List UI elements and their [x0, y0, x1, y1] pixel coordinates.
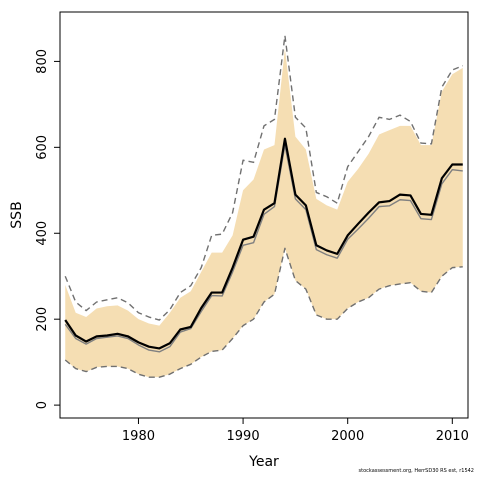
y-tick-label-600: 600	[35, 135, 50, 160]
x-tick-label-2000: 2000	[331, 429, 364, 444]
x-axis-title: Year	[248, 454, 279, 470]
confidence-band-layer	[65, 49, 463, 378]
x-tick-label-1990: 1990	[227, 429, 260, 444]
y-tick-label-400: 400	[35, 221, 50, 246]
source-footnote: stockassessment.org, HerrSD30 RS est, r1…	[359, 468, 474, 474]
y-tick-label-800: 800	[35, 49, 50, 74]
y-tick-label-0: 0	[35, 401, 50, 409]
y-axis-title: SSB	[9, 201, 25, 228]
x-tick-label-1980: 1980	[122, 429, 155, 444]
x-tick-label-2010: 2010	[436, 429, 469, 444]
x-axis: 1980 1990 2000 2010	[122, 418, 469, 444]
y-tick-label-200: 200	[35, 307, 50, 332]
confidence-band	[65, 49, 463, 378]
y-axis: 0 200 400 600 800	[35, 49, 60, 409]
